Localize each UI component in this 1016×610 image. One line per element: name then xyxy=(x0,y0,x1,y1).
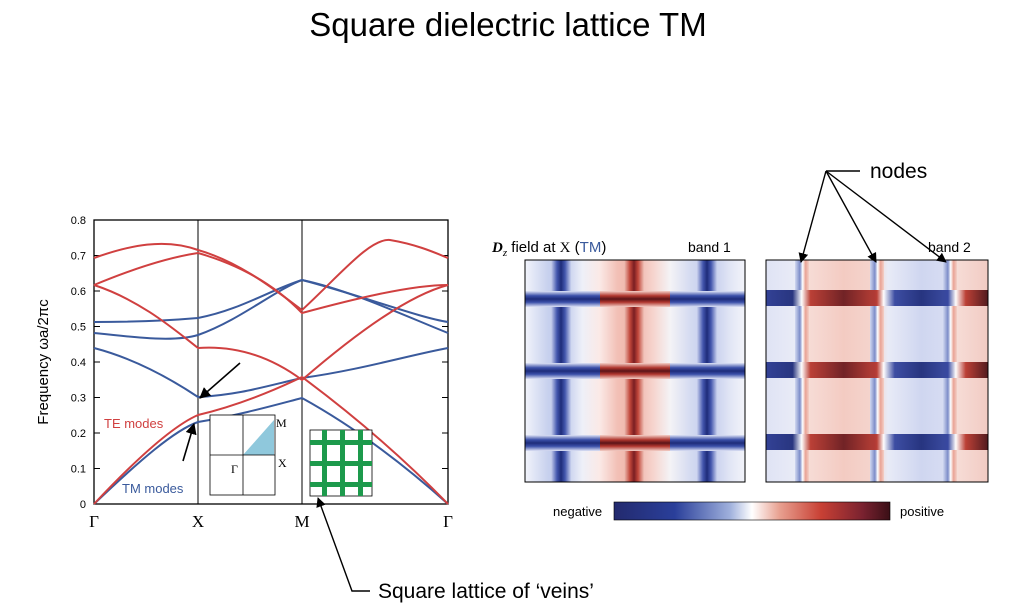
gap-arrow-lower xyxy=(182,422,197,462)
bz-gamma-label: Γ xyxy=(231,462,238,476)
tm-bands xyxy=(93,278,449,505)
tm-band-3 xyxy=(93,278,449,340)
tm-band-4 xyxy=(93,278,449,323)
irreducible-zone xyxy=(243,420,274,455)
band1-label: band 1 xyxy=(688,239,731,255)
bz-x-label: X xyxy=(278,456,287,470)
gap-arrow-upper xyxy=(199,362,241,399)
te-band-3 xyxy=(93,251,449,315)
page-title: Square dielectric lattice TM xyxy=(309,6,707,43)
y-tick-label: 0.5 xyxy=(71,322,86,334)
y-tick-label: 0.8 xyxy=(71,215,86,227)
te-band-4 xyxy=(93,238,449,312)
y-tick-label: 0.6 xyxy=(71,286,86,298)
field-title: Dz field at X (TM) xyxy=(491,239,606,259)
y-tick-label: 0.2 xyxy=(71,428,86,440)
te-band-2 xyxy=(93,284,449,382)
field-panel-header: Dz field at X (TM) band 1 band 2 xyxy=(491,239,971,259)
tm-modes-label: TM modes xyxy=(122,481,184,496)
te-modes-label: TE modes xyxy=(104,416,164,431)
nodes-label: nodes xyxy=(870,160,927,183)
y-axis-label: Frequency ωa/2πc xyxy=(35,299,52,425)
x-tick-labels: Γ X M Γ xyxy=(89,512,453,531)
colorbar-negative-label: negative xyxy=(553,504,602,519)
band2-field-map xyxy=(765,259,989,483)
y-tick-label: 0 xyxy=(80,499,86,511)
x-point-label: X xyxy=(192,512,204,531)
y-tick-label: 0.7 xyxy=(71,251,86,263)
tm-band-2 xyxy=(93,347,449,399)
y-tick-label: 0.1 xyxy=(71,464,86,476)
band-structure-plot: 0 0.1 0.2 0.3 0.4 0.5 0.6 0.7 0.8 TE modes TM mo… xyxy=(35,215,453,531)
band2-label: band 2 xyxy=(928,239,971,255)
colorbar-positive-label: positive xyxy=(900,504,944,519)
colorbar: negative positive xyxy=(553,501,944,521)
gamma-label-right: Γ xyxy=(443,512,453,531)
gamma-label-left: Γ xyxy=(89,512,99,531)
m-point-label: M xyxy=(294,512,309,531)
tm-band-1 xyxy=(93,396,449,505)
te-band-1 xyxy=(93,375,449,505)
band1-field-map xyxy=(524,259,746,483)
nodes-annotation: nodes xyxy=(798,160,947,263)
bz-m-label: M xyxy=(276,416,287,430)
veins-label: Square lattice of ‘veins’ xyxy=(378,580,594,603)
te-bands xyxy=(93,238,449,505)
y-tick-labels: 0 0.1 0.2 0.3 0.4 0.5 0.6 0.7 0.8 xyxy=(71,215,86,511)
brillouin-zone-inset: M X Γ xyxy=(209,414,287,496)
veins-lattice-icon xyxy=(309,429,373,497)
y-tick-label: 0.4 xyxy=(71,357,86,369)
veins-annotation: Square lattice of ‘veins’ xyxy=(316,497,594,603)
y-tick-label: 0.3 xyxy=(71,393,86,405)
